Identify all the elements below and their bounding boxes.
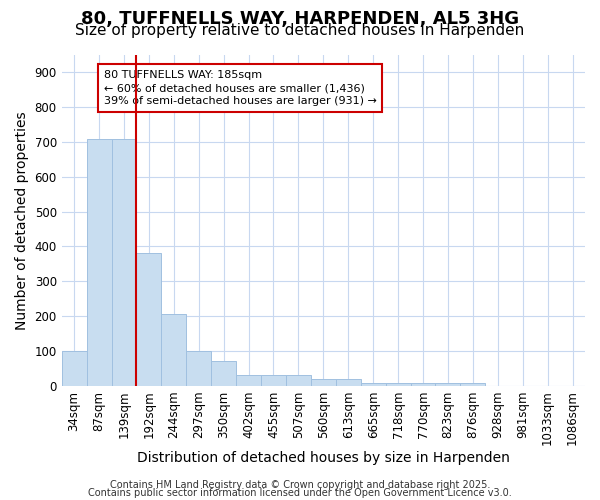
Bar	[236, 374, 261, 386]
Bar	[460, 383, 485, 386]
Bar	[311, 378, 336, 386]
Bar	[112, 138, 136, 386]
Bar	[361, 383, 386, 386]
Bar	[386, 383, 410, 386]
Text: Contains HM Land Registry data © Crown copyright and database right 2025.: Contains HM Land Registry data © Crown c…	[110, 480, 490, 490]
Text: 80, TUFFNELLS WAY, HARPENDEN, AL5 3HG: 80, TUFFNELLS WAY, HARPENDEN, AL5 3HG	[81, 10, 519, 28]
Y-axis label: Number of detached properties: Number of detached properties	[15, 111, 29, 330]
Bar	[261, 374, 286, 386]
Text: Contains public sector information licensed under the Open Government Licence v3: Contains public sector information licen…	[88, 488, 512, 498]
Bar	[286, 374, 311, 386]
Text: Size of property relative to detached houses in Harpenden: Size of property relative to detached ho…	[76, 22, 524, 38]
Bar	[410, 383, 436, 386]
X-axis label: Distribution of detached houses by size in Harpenden: Distribution of detached houses by size …	[137, 451, 510, 465]
Bar	[86, 138, 112, 386]
Bar	[186, 351, 211, 386]
Text: 80 TUFFNELLS WAY: 185sqm
← 60% of detached houses are smaller (1,436)
39% of sem: 80 TUFFNELLS WAY: 185sqm ← 60% of detach…	[104, 70, 376, 106]
Bar	[336, 378, 361, 386]
Bar	[136, 254, 161, 386]
Bar	[161, 314, 186, 386]
Bar	[436, 383, 460, 386]
Bar	[211, 362, 236, 386]
Bar	[62, 351, 86, 386]
